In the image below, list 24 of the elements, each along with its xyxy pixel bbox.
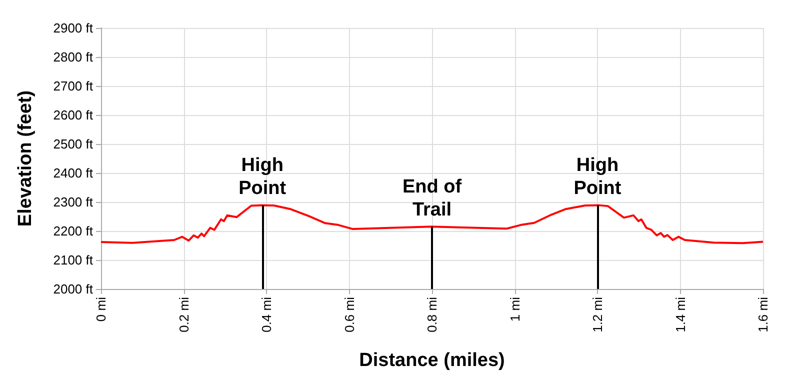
y-tick-label: 2600 ft [53,108,94,122]
x-tick-label: 1.2 mi [590,296,605,332]
x-axis-title: Distance (miles) [359,350,505,371]
x-tick-label: 0.6 mi [342,296,357,332]
annotation: High Point [574,155,622,200]
y-tick-label: 2900 ft [53,20,94,36]
y-axis-title: Elevation (feet) [15,90,36,227]
annotation: End of Trail [402,176,462,221]
y-tick-label: 2000 ft [53,282,94,296]
y-tick-label: 2500 ft [53,136,94,152]
y-tick-label: 2300 ft [53,194,94,210]
x-tick-label: 0.8 mi [424,296,440,332]
x-tick-label: 0.2 mi [176,296,192,332]
y-tick-label: 2100 ft [53,252,94,268]
x-tick-label: 1.4 mi [672,296,688,332]
x-tick-label: 0 mi [94,296,108,322]
x-tick-label: 1 mi [507,296,522,322]
y-tick-label: 2400 ft [53,166,94,180]
x-tick-label: 1.6 mi [756,296,770,332]
y-tick-label: 2800 ft [53,50,94,64]
y-tick-label: 2700 ft [53,78,94,94]
x-tick-label: 0.4 mi [259,296,274,332]
y-tick-label: 2200 ft [53,224,94,238]
annotation: High Point [238,155,287,200]
